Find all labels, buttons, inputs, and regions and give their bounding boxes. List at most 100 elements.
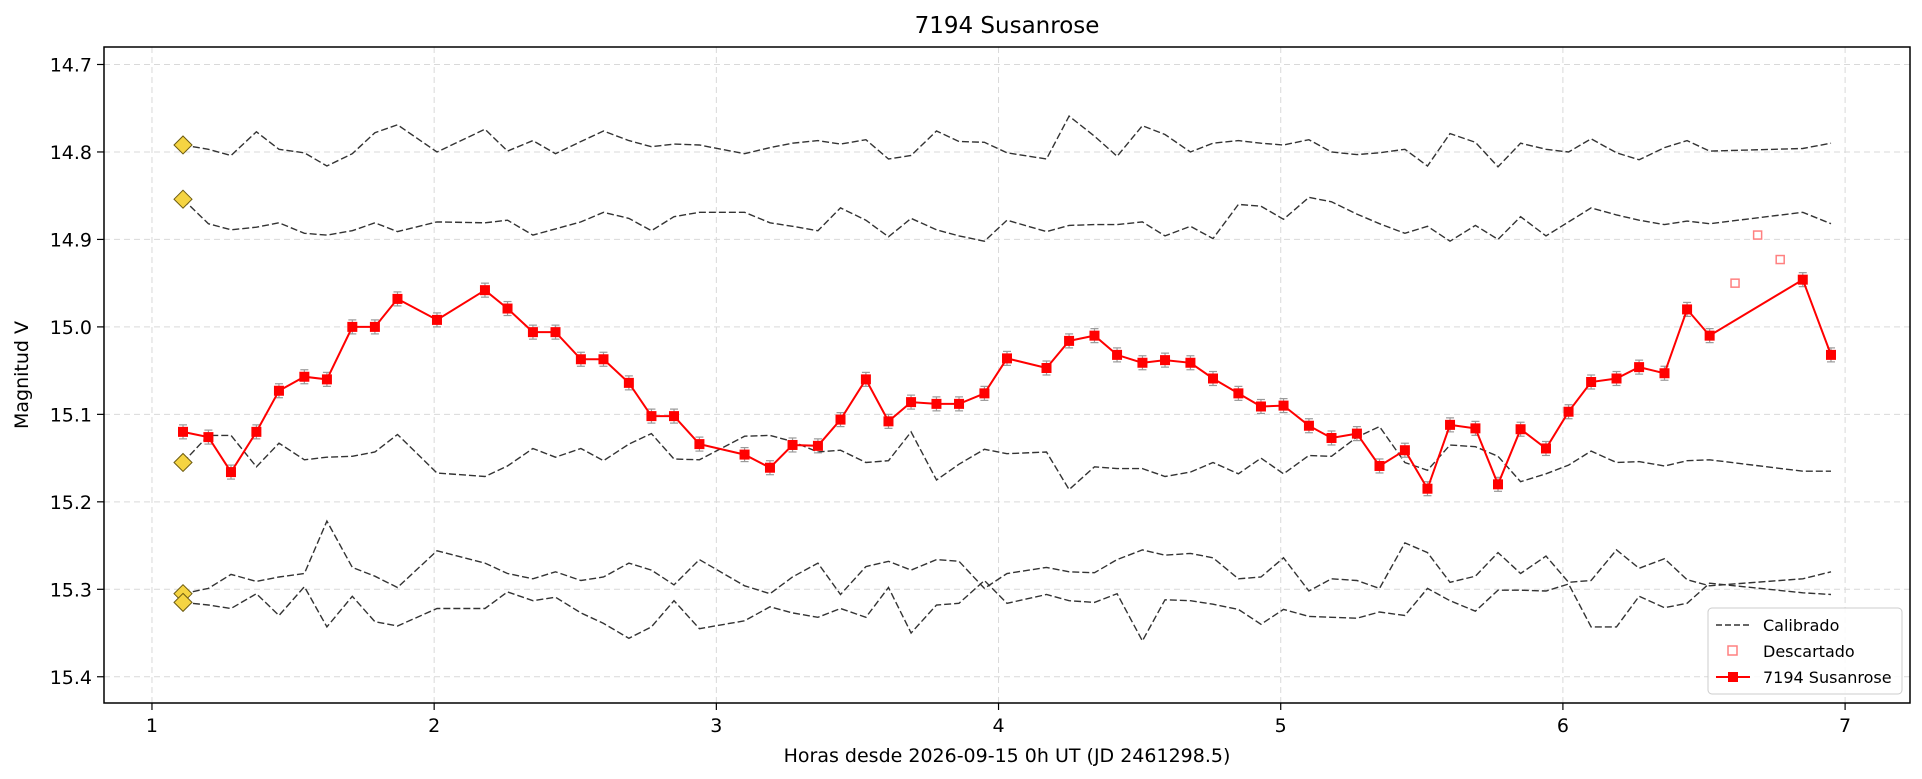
target-point — [1351, 428, 1362, 439]
target-point — [1278, 400, 1289, 411]
discarded-point — [1775, 254, 1785, 265]
comparison-series-line-5 — [182, 579, 1832, 643]
target-point — [1586, 376, 1597, 387]
discarded-points-group — [1730, 230, 1785, 288]
reference-stars-group — [173, 135, 193, 613]
target-point — [1002, 353, 1012, 364]
target-point — [1704, 330, 1715, 341]
target-point — [931, 398, 942, 409]
target-point — [1634, 362, 1645, 373]
target-point — [251, 426, 262, 437]
y-tick-label: 15.3 — [50, 579, 92, 601]
target-point — [502, 303, 513, 314]
target-series-line — [182, 278, 1832, 492]
comparison-series-line-2 — [182, 196, 1832, 243]
target-point — [1255, 401, 1266, 412]
target-point — [860, 374, 871, 385]
grid — [104, 47, 1910, 703]
target-point — [550, 327, 561, 338]
target-point — [1682, 304, 1693, 315]
target-point — [369, 321, 380, 332]
legend-target-swatch-marker — [1728, 672, 1738, 682]
target-point — [1303, 420, 1314, 431]
discarded-point — [1730, 278, 1740, 288]
target-point — [1326, 432, 1337, 443]
x-tick-label: 4 — [992, 715, 1004, 737]
target-point — [1089, 330, 1100, 341]
y-tick-label: 15.2 — [50, 492, 92, 514]
target-point — [694, 439, 705, 450]
x-axis-label: Horas desde 2026-09-15 0h UT (JD 2461298… — [784, 745, 1231, 767]
y-tick-label: 15.0 — [50, 317, 92, 339]
discarded-point — [1752, 230, 1763, 240]
reference-star-marker — [173, 592, 193, 613]
target-point — [575, 354, 586, 365]
comparison-series-group — [182, 115, 1832, 643]
target-point — [1374, 460, 1385, 471]
target-point — [527, 327, 538, 338]
target-point — [669, 411, 680, 422]
target-point — [1493, 479, 1504, 490]
target-point — [1825, 349, 1836, 360]
x-tick-label: 7 — [1839, 715, 1851, 737]
reference-star-marker — [173, 189, 193, 209]
target-point — [1185, 357, 1196, 368]
target-point — [1112, 349, 1123, 360]
target-point — [623, 377, 634, 388]
target-point — [1540, 443, 1551, 454]
target-point — [598, 354, 609, 365]
target-point — [225, 467, 236, 478]
target-series-group — [178, 272, 1836, 497]
target-point — [1137, 357, 1148, 368]
target-point — [1659, 368, 1670, 379]
target-point — [1233, 388, 1244, 399]
comparison-series-line-4 — [182, 519, 1832, 596]
y-axis-label: Magnitud V — [11, 321, 33, 429]
target-point — [273, 385, 284, 396]
target-point — [1041, 363, 1052, 374]
target-point — [1515, 424, 1526, 435]
x-tick-label: 6 — [1557, 715, 1569, 737]
y-tick-label: 14.9 — [50, 229, 92, 251]
target-point — [299, 371, 310, 382]
reference-star-marker — [173, 452, 193, 473]
target-point — [1064, 335, 1075, 346]
axis-ticks: 1 2 3 4 5 6 7 14.7 14.8 14.9 15.0 15.1 15.2 15.3 15.4 — [50, 54, 1851, 737]
target-point — [739, 449, 750, 460]
y-tick-label: 15.1 — [50, 404, 92, 426]
target-point — [431, 314, 442, 325]
target-point — [979, 388, 990, 399]
y-tick-label: 14.7 — [50, 54, 92, 76]
target-point — [954, 398, 965, 409]
target-point — [1611, 373, 1622, 384]
x-tick-label: 3 — [710, 715, 722, 737]
legend-descartado-swatch — [1727, 645, 1738, 656]
target-point — [835, 414, 846, 425]
x-tick-label: 2 — [428, 715, 440, 737]
target-point — [646, 411, 657, 422]
target-point — [178, 426, 189, 437]
legend-calibrado-label: Calibrado — [1763, 616, 1839, 635]
x-tick-label: 5 — [1275, 715, 1287, 737]
target-point — [1470, 423, 1481, 434]
legend: Calibrado Descartado 7194 Susanrose — [1707, 607, 1903, 695]
target-point — [906, 397, 917, 408]
target-point — [1797, 274, 1808, 285]
target-point — [203, 432, 214, 443]
target-point — [1207, 373, 1218, 384]
comparison-series-line-1 — [182, 115, 1832, 168]
target-point — [883, 416, 894, 427]
legend-descartado-label: Descartado — [1763, 642, 1855, 661]
chart-title: 7194 Susanrose — [915, 13, 1100, 39]
target-point — [321, 374, 332, 385]
target-point — [479, 285, 490, 296]
reference-star-marker — [173, 135, 193, 155]
target-point — [392, 293, 403, 304]
target-point — [764, 462, 775, 473]
x-tick-label: 1 — [146, 715, 158, 737]
target-point — [1445, 419, 1456, 430]
y-tick-label: 15.4 — [50, 667, 92, 689]
y-tick-label: 14.8 — [50, 142, 92, 164]
plot-area-frame — [103, 46, 1911, 704]
